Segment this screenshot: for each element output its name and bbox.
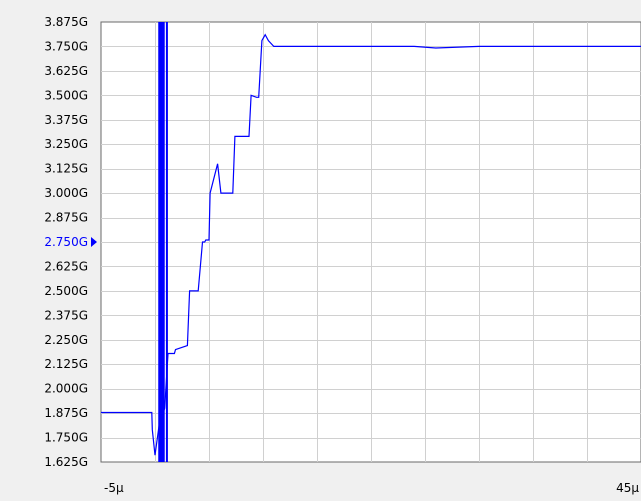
y-tick-label: 2.000G: [44, 382, 88, 396]
y-tick-label: 3.125G: [44, 162, 88, 176]
y-tick-label: 1.875G: [44, 406, 88, 420]
y-tick-label: 1.625G: [44, 455, 88, 469]
x-tick-label: -5µ: [104, 481, 124, 495]
y-tick-label: 2.750G: [44, 235, 88, 249]
y-axis-ticks: 3.875G 3.750G 3.625G 3.500G 3.375G 3.250G 3.12…: [44, 15, 97, 469]
y-tick-label: 3.750G: [44, 39, 88, 53]
y-tick-label: 3.875G: [44, 15, 88, 29]
y-tick-label: 2.875G: [44, 211, 88, 225]
y-tick-label: 3.500G: [44, 88, 88, 102]
cursor-band-right: [165, 22, 168, 462]
y-tick-label: 3.000G: [44, 186, 88, 200]
grid: [101, 22, 641, 462]
x-tick-label: 45µ: [616, 481, 639, 495]
y-tick-label: 2.125G: [44, 357, 88, 371]
marker-band-layer: [158, 22, 168, 462]
series-line: [101, 33, 641, 456]
cursor-band-left: [158, 22, 165, 462]
y-tick-label: 2.500G: [44, 284, 88, 298]
y-tick-label: 2.250G: [44, 333, 88, 347]
series-layer: [101, 33, 641, 456]
x-axis-ticks: -5µ 45µ: [104, 481, 639, 495]
y-marker-arrow-icon: [91, 237, 97, 247]
y-tick-label: 3.250G: [44, 137, 88, 151]
y-tick-label: 2.625G: [44, 259, 88, 273]
y-tick-label: 2.375G: [44, 308, 88, 322]
y-tick-label: 1.750G: [44, 431, 88, 445]
y-tick-label: 3.375G: [44, 113, 88, 127]
y-tick-label: 3.625G: [44, 64, 88, 78]
